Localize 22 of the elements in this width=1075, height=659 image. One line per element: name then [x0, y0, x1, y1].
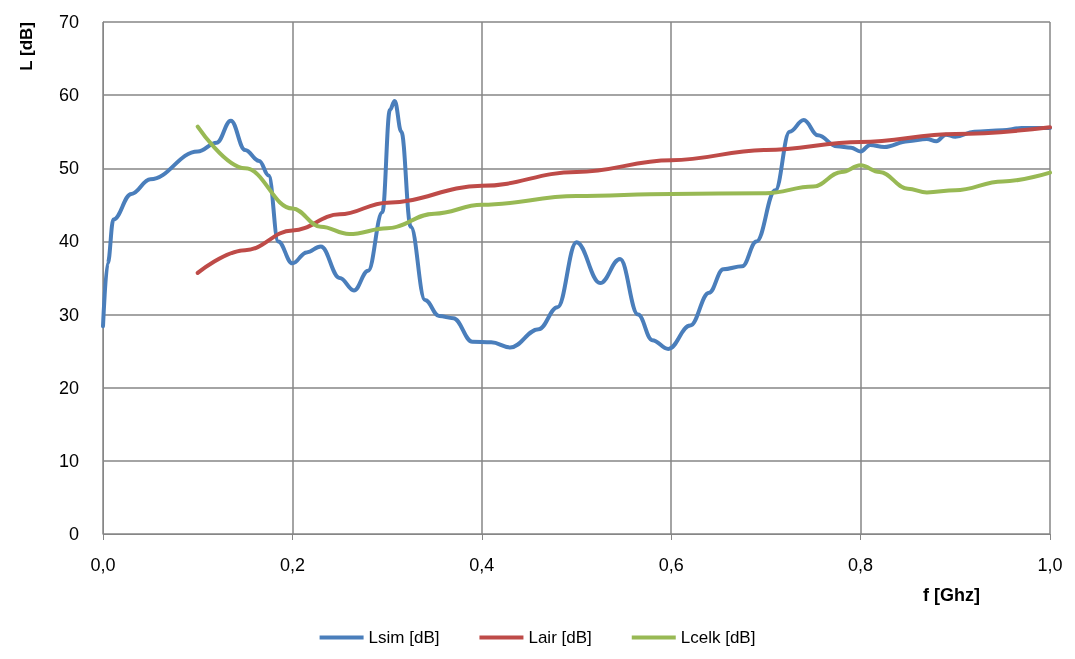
- x-tick-label: 1,0: [1037, 555, 1063, 575]
- x-tick-label: 0,6: [658, 555, 684, 575]
- line-series: [195, 124, 1052, 237]
- legend-label: Lcelk [dB]: [680, 628, 756, 647]
- y-tick-label: 0: [68, 524, 79, 544]
- y-tick-label: 50: [58, 158, 79, 179]
- x-axis-title: f [Ghz]: [923, 585, 980, 605]
- line-series: [101, 98, 1052, 351]
- legend-label: Lsim [dB]: [368, 628, 440, 647]
- y-tick-label: 20: [58, 377, 79, 398]
- x-tick-label: 0,0: [90, 555, 116, 575]
- legend-label: Lair [dB]: [528, 628, 592, 647]
- y-axis-title: L [dB]: [17, 22, 36, 71]
- x-tick-label: 0,8: [848, 555, 874, 575]
- y-tick-label: 30: [58, 304, 79, 325]
- y-tick-label: 60: [58, 85, 79, 106]
- x-tick-label: 0,4: [469, 555, 495, 575]
- line-series: [195, 125, 1052, 275]
- y-tick-label: 40: [58, 231, 79, 252]
- x-tick-label: 0,2: [279, 555, 305, 575]
- y-tick-label: 70: [58, 12, 79, 32]
- y-tick-label: 10: [58, 450, 79, 471]
